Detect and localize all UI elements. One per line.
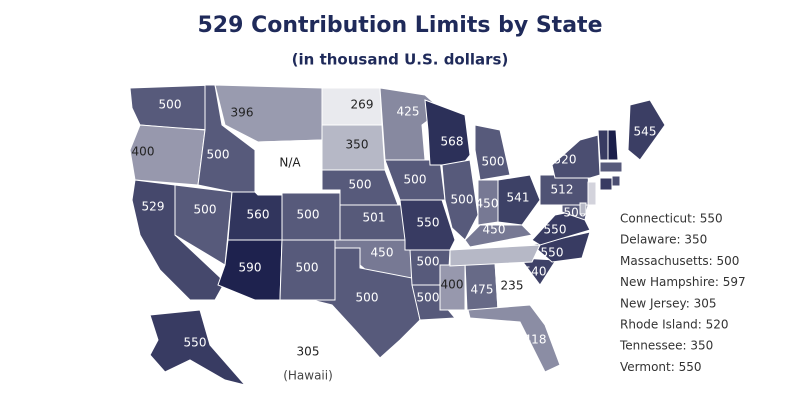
map-subtitle: (in thousand U.S. dollars) (292, 51, 509, 69)
state-label: 475 (471, 283, 494, 297)
state-label: 540 (524, 265, 547, 279)
side-label: Tennessee: 350 (619, 339, 713, 353)
side-label: Vermont: 550 (620, 360, 702, 374)
state-label: 500 (296, 261, 319, 275)
state (497, 174, 541, 226)
state-label: 500 (159, 98, 182, 112)
state-label: 550 (544, 223, 567, 237)
state-label: 590 (239, 261, 262, 275)
state-label: 396 (231, 106, 254, 120)
state (474, 124, 511, 181)
state-label: 450 (476, 197, 499, 211)
state (627, 99, 666, 161)
state (607, 129, 619, 161)
state-label: 450 (483, 223, 506, 237)
side-label: Rhode Island: 520 (620, 318, 729, 332)
state (424, 99, 471, 166)
state-label: 350 (346, 138, 369, 152)
state-label: 529 (142, 200, 165, 214)
state (464, 224, 534, 248)
state-label: 235 (501, 279, 524, 293)
state-label: 500 (194, 203, 217, 217)
state (530, 231, 591, 263)
state-label: 550 (541, 246, 564, 260)
state-label: 500 (417, 291, 440, 305)
state-label: 500 (417, 255, 440, 269)
state-label: 418 (524, 333, 547, 347)
state (311, 247, 421, 359)
state (551, 134, 601, 179)
state-label: 500 (451, 193, 474, 207)
state (149, 309, 247, 386)
state-label: 501 (363, 211, 386, 225)
state-label: N/A (279, 156, 301, 170)
state (587, 181, 597, 206)
state-label: 545 (634, 125, 657, 139)
state (597, 129, 609, 161)
state-label: 450 (371, 246, 394, 260)
map-title: 529 Contribution Limits by State (197, 13, 602, 38)
state (599, 161, 623, 173)
state-label: 550 (417, 216, 440, 230)
state (611, 175, 621, 187)
state-label: 500 (404, 173, 427, 187)
side-label: Connecticut: 550 (620, 212, 723, 226)
state-label: 512 (551, 183, 574, 197)
side-label: Delaware: 350 (620, 233, 707, 247)
state-label: 500 (349, 178, 372, 192)
side-label: Massachusetts: 500 (620, 254, 739, 268)
side-label: New Hampshire: 597 (620, 275, 746, 289)
state-label: 541 (507, 191, 530, 205)
state-label: 500 (207, 148, 230, 162)
state-label: 568 (441, 135, 464, 149)
state-label: 500 (297, 208, 320, 222)
hawaii-label: (Hawaii) (283, 369, 333, 383)
state-label: 400 (132, 145, 155, 159)
state-label: 500 (356, 291, 379, 305)
state-label: 560 (247, 208, 270, 222)
state-label: 500 (482, 155, 505, 169)
state (129, 124, 206, 186)
state-label: 520 (554, 153, 577, 167)
state-label: 400 (441, 278, 464, 292)
state (518, 257, 557, 286)
state-label: 269 (351, 98, 374, 112)
state (599, 177, 613, 191)
state (449, 244, 541, 267)
side-label: New Jersey: 305 (620, 296, 716, 310)
hawaii-value: 305 (297, 345, 320, 359)
state (579, 202, 587, 215)
state-label: 550 (184, 336, 207, 350)
state-label: 425 (397, 105, 420, 119)
state (467, 304, 561, 373)
